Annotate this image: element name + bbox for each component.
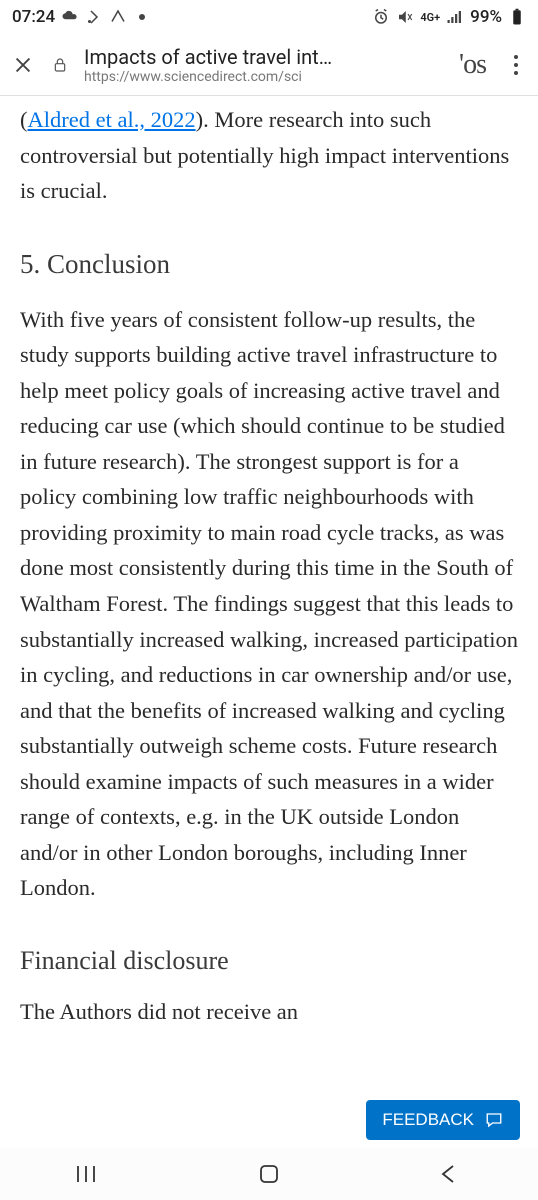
home-button[interactable] xyxy=(229,1159,309,1189)
status-left-cluster: 07:24 xyxy=(12,7,151,27)
close-tab-button[interactable] xyxy=(10,52,36,78)
address-bar[interactable]: Impacts of active travel int… https://ww… xyxy=(84,45,441,85)
speech-bubble-icon xyxy=(484,1111,504,1129)
page-title: Impacts of active travel int… xyxy=(84,45,441,69)
android-nav-bar xyxy=(0,1148,538,1200)
site-logo-fragment: 'os xyxy=(455,49,490,81)
lock-icon[interactable] xyxy=(50,55,70,75)
status-time: 07:24 xyxy=(12,7,55,27)
browser-toolbar: Impacts of active travel int… https://ww… xyxy=(0,34,538,96)
heading-financial: Financial disclosure xyxy=(20,946,518,976)
alarm-icon xyxy=(372,8,390,26)
status-right-cluster: 4G+ 99% xyxy=(372,7,526,27)
conclusion-paragraph: With five years of consistent follow-up … xyxy=(20,302,518,906)
financial-paragraph: The Authors did not receive an xyxy=(20,994,518,1030)
recents-button[interactable] xyxy=(50,1159,130,1189)
android-status-bar: 07:24 4G+ 99% xyxy=(0,0,538,34)
page-url: https://www.sciencedirect.com/sci xyxy=(84,69,441,85)
citation-link[interactable]: Aldred et al., 2022 xyxy=(28,107,196,132)
notification-icon-1 xyxy=(85,8,103,26)
battery-percent: 99% xyxy=(470,7,502,27)
feedback-label: FEEDBACK xyxy=(382,1110,474,1130)
feedback-button[interactable]: FEEDBACK xyxy=(366,1100,520,1140)
cloud-icon xyxy=(61,8,79,26)
notification-icon-2 xyxy=(109,8,127,26)
paragraph-fragment: (Aldred et al., 2022). More research int… xyxy=(20,102,518,209)
signal-icon xyxy=(446,8,464,26)
notification-icon-3 xyxy=(133,8,151,26)
heading-conclusion: 5. Conclusion xyxy=(20,249,518,280)
browser-menu-button[interactable] xyxy=(504,53,528,77)
battery-icon xyxy=(508,8,526,26)
article-content: (Aldred et al., 2022). More research int… xyxy=(0,96,538,1029)
mute-icon xyxy=(396,8,414,26)
back-button[interactable] xyxy=(408,1159,488,1189)
network-type-label: 4G+ xyxy=(420,12,440,23)
